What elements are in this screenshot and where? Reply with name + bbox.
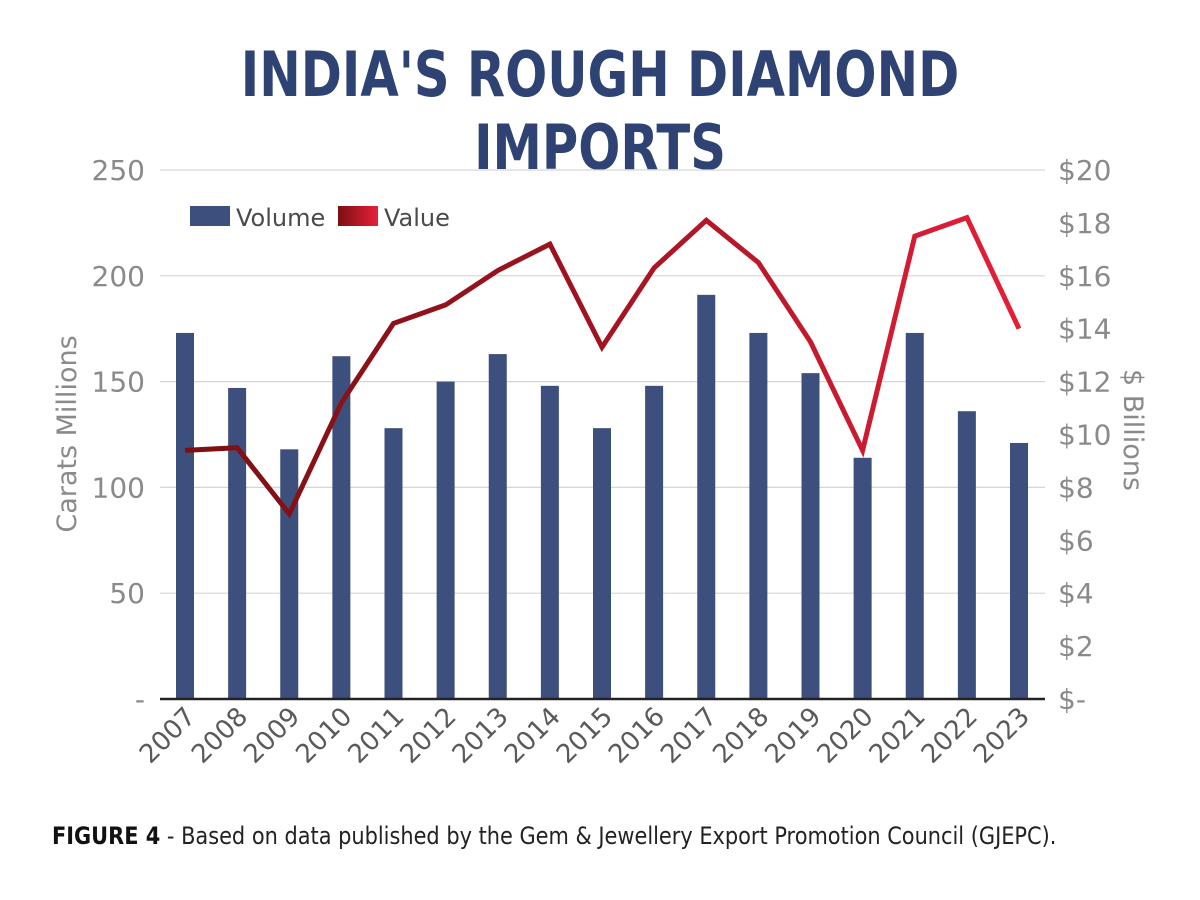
volume-bar [540,385,559,699]
left-axis-tick-label: 100 [92,471,145,504]
right-axis-tick-label: $8 [1058,471,1094,504]
right-axis-tick-label: $4 [1058,577,1094,610]
left-axis-ticks: - 50 100 150 200 250 [92,154,145,716]
legend-volume-label: Volume [236,204,325,232]
volume-bar [905,332,924,699]
x-axis-tick-label: 2023 [968,702,1036,770]
x-axis-tick-label: 2014 [499,702,567,770]
right-axis-tick-label: $6 [1058,524,1094,557]
x-axis-tick-label: 2008 [186,702,254,770]
left-axis-tick-label: 200 [92,260,145,293]
x-axis-tick-label: 2017 [655,702,723,770]
volume-bar [176,332,194,699]
right-axis-tick-label: $18 [1058,207,1111,240]
volume-bar [488,354,507,699]
legend: Volume Value [190,204,450,232]
x-axis-tick-label: 2015 [551,702,619,770]
legend-volume-swatch [190,206,230,226]
x-axis-tick-label: 2009 [238,702,306,770]
right-axis-tick-label: $12 [1058,366,1111,399]
x-axis-tick-label: 2010 [290,702,358,770]
x-axis-tick-label: 2020 [812,702,880,770]
x-axis-tick-label: 2022 [916,702,984,770]
right-axis-tick-label: $16 [1058,260,1111,293]
x-axis-ticks: 2007200820092010201120122013201420152016… [134,702,1036,770]
volume-bar [436,381,455,699]
left-axis-tick-label: 150 [92,366,145,399]
x-axis-tick-label: 2013 [447,702,515,770]
volume-bar [228,387,247,699]
legend-value-swatch [338,206,378,226]
right-axis-tick-label: $20 [1058,154,1111,187]
left-axis-tick-label: 250 [92,154,145,187]
right-axis-tick-label: $10 [1058,419,1111,452]
volume-bars [176,294,1028,699]
right-axis-tick-label: $- [1058,683,1086,716]
volume-bar [280,449,299,699]
volume-bar [697,294,716,699]
right-axis-tick-label: $14 [1058,313,1111,346]
legend-value-label: Value [384,204,450,232]
x-axis-tick-label: 2021 [864,702,932,770]
volume-bar [749,332,768,699]
volume-bar [801,373,820,699]
right-axis-ticks: $- $2 $4 $6 $8 $10 $12 $14 $16 $18 $20 [1058,154,1111,716]
chart-title: INDIA'S ROUGH DIAMOND IMPORTS [240,38,960,184]
x-axis-tick-label: 2016 [603,702,671,770]
value-line [184,214,1022,519]
volume-bar [593,428,611,699]
figure-caption-text: - Based on data published by the Gem & J… [160,822,1057,850]
right-axis-title: $ Billions [1117,369,1148,491]
left-axis-tick-label: 50 [109,577,145,610]
x-axis-tick-label: 2012 [395,702,463,770]
left-axis-tick-label: - [135,683,145,716]
figure-caption-label: FIGURE 4 [52,822,161,850]
left-axis-title: Carats Millions [52,335,83,532]
volume-bar [853,457,872,699]
volume-bar [645,385,664,699]
x-axis-tick-label: 2019 [759,702,827,770]
right-axis-tick-label: $2 [1058,630,1094,663]
x-axis-tick-label: 2018 [707,702,775,770]
volume-bar [332,356,351,699]
volume-bar [1010,442,1028,699]
volume-bar [957,411,976,699]
x-axis-tick-label: 2011 [342,702,410,770]
figure-caption: FIGURE 4 - Based on data published by th… [52,822,1056,850]
volume-bar [384,428,403,699]
value-series-line [184,214,1022,519]
